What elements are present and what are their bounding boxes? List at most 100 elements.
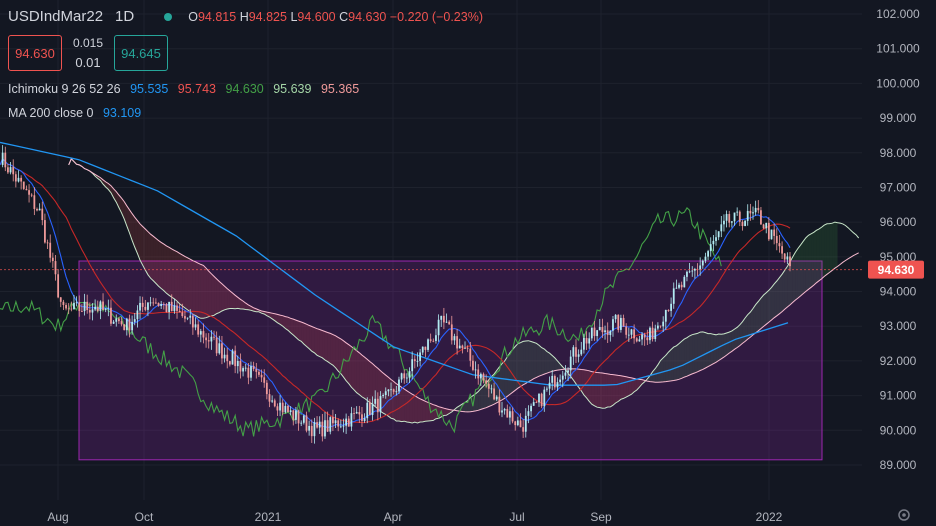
cloud-segment — [211, 273, 215, 316]
range-rectangle[interactable] — [78, 260, 823, 461]
cloud-segment — [631, 377, 635, 395]
candle-body — [334, 420, 337, 424]
candle-body — [598, 327, 601, 331]
candle-body — [247, 367, 250, 378]
candle-body — [392, 389, 395, 392]
cloud-segment — [755, 301, 759, 333]
y-axis[interactable]: 102.000 101.000 100.000 99.000 98.000 97.000 9… — [876, 7, 920, 472]
ma-legend[interactable]: MA 200 close 0 93.109 — [8, 106, 142, 120]
sell-button[interactable]: 94.630 — [8, 35, 62, 71]
cloud-segment — [525, 340, 529, 384]
cloud-segment — [158, 240, 162, 289]
cloud-segment — [401, 387, 405, 422]
cloud-segment — [541, 347, 545, 376]
cloud-segment — [554, 357, 558, 371]
cloud-segment — [597, 372, 600, 408]
cloud-segment — [203, 265, 207, 319]
candle-body — [30, 194, 33, 196]
cloud-segment — [665, 352, 669, 382]
candle-body — [107, 307, 110, 309]
candle-body — [717, 231, 720, 238]
candle-body — [593, 327, 596, 337]
candle-body — [530, 405, 532, 412]
cloud-segment — [293, 319, 296, 338]
buy-button[interactable]: 94.645 — [114, 35, 168, 71]
cloud-segment — [200, 264, 204, 319]
candle-body — [96, 306, 99, 311]
symbol-name[interactable]: USDIndMar22 — [8, 8, 104, 25]
cloud-segment — [169, 247, 172, 298]
candle-body — [308, 425, 311, 431]
candle-body — [279, 402, 281, 411]
cloud-segment — [361, 355, 365, 399]
cloud-segment — [367, 359, 370, 403]
candle-body — [479, 373, 482, 379]
candle-body — [641, 334, 643, 340]
candle-body — [773, 229, 776, 236]
cloud-segment — [348, 344, 352, 388]
cloud-segment — [116, 191, 119, 208]
ichimoku-legend[interactable]: Ichimoku 9 26 52 26 95.535 95.743 94.630… — [8, 82, 360, 96]
candle-body — [318, 421, 321, 428]
cloud-segment — [676, 343, 680, 381]
candle-body — [442, 315, 445, 323]
last-price-text: 94.630 — [878, 263, 915, 277]
candle-body — [268, 394, 271, 402]
candle-body — [239, 360, 242, 372]
cloud-segment — [240, 299, 244, 309]
cloud-segment — [335, 335, 339, 372]
cloud-segment — [229, 290, 233, 309]
cloud-segment — [406, 390, 410, 423]
candle-body — [149, 302, 152, 304]
settings-gear-icon[interactable] — [898, 509, 910, 521]
candle-body — [667, 309, 670, 311]
cloud-segment — [208, 271, 212, 317]
cloud-segment — [182, 254, 185, 308]
cloud-segment — [166, 245, 170, 296]
cloud-segment — [528, 340, 532, 382]
candle-body — [395, 391, 398, 393]
candle-body — [252, 366, 255, 370]
candle-body — [162, 304, 165, 305]
candle-body — [672, 288, 675, 304]
cloud-segment — [171, 248, 175, 299]
price-range-rectangle[interactable] — [78, 260, 823, 461]
timeframe[interactable]: 1D — [115, 8, 135, 25]
cloud-segment — [760, 295, 764, 329]
candle-body — [54, 261, 57, 275]
candle-body — [321, 421, 324, 437]
candle-body — [236, 360, 239, 367]
market-status-dot-icon — [164, 12, 173, 21]
candle-body — [540, 393, 543, 407]
y-tick-label: 93.000 — [880, 319, 917, 333]
x-axis[interactable]: Aug Oct 2021 Apr Jul Sep 2022 — [47, 510, 782, 524]
candle-body — [94, 306, 97, 310]
candle-body — [144, 306, 147, 310]
cloud-segment — [221, 283, 225, 312]
candle-body — [427, 339, 429, 350]
cloud-segment — [599, 372, 603, 409]
cloud-segment — [404, 388, 407, 422]
cloud-segment — [512, 346, 516, 393]
cloud-segment — [332, 334, 336, 368]
candle-body — [622, 317, 625, 327]
senkou-span-b-line — [68, 157, 859, 413]
x-tick-label: Oct — [135, 510, 154, 524]
candle-body — [91, 309, 94, 313]
cloud-segment — [502, 361, 505, 400]
candle-body — [408, 371, 411, 378]
candle-body — [81, 311, 83, 312]
cloud-segment — [364, 357, 368, 401]
cloud-segment — [813, 230, 817, 286]
cloud-segment — [686, 335, 690, 377]
candle-body — [9, 167, 12, 173]
cloud-segment — [108, 183, 111, 193]
candle-body — [86, 301, 89, 310]
ohlc-values: O94.815 H94.825 L94.600 C94.630 −0.220 (… — [188, 9, 483, 24]
cloud-segment — [475, 391, 479, 411]
last-price-label: 94.630 — [0, 260, 924, 279]
candle-body — [461, 345, 464, 349]
candle-body — [482, 373, 485, 381]
